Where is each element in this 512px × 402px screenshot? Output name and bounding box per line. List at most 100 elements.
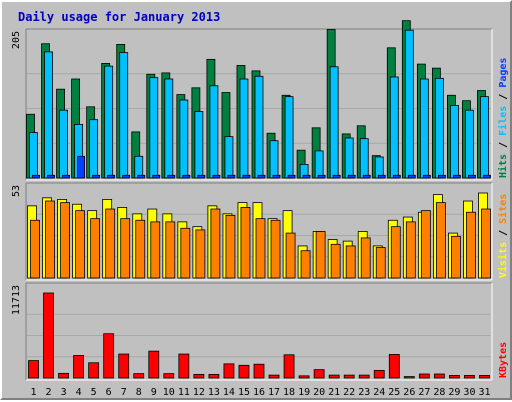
kbytes-bar-day-8 xyxy=(133,373,145,379)
kbytes-bar-day-17 xyxy=(268,374,280,379)
x-tick-label-day-26: 26 xyxy=(403,387,415,398)
kbytes-bar-day-13 xyxy=(208,373,220,379)
pages-bar-day-18 xyxy=(287,174,296,179)
files-bar-day-30 xyxy=(465,109,474,179)
kbytes-bar-day-18 xyxy=(283,354,295,379)
pages-bar-day-13 xyxy=(212,174,221,179)
pages-bar-day-12 xyxy=(197,174,206,179)
kbytes-bar-day-24 xyxy=(373,369,385,379)
files-bar-day-13 xyxy=(209,85,219,179)
x-tick-label-day-12: 12 xyxy=(193,387,205,398)
files-bar-day-7 xyxy=(119,52,129,179)
kbytes-bar-day-27 xyxy=(418,373,430,379)
x-tick-label-day-11: 11 xyxy=(178,387,190,398)
sites-bar-day-29 xyxy=(451,235,461,279)
hits-files-pages-legend-separator: / xyxy=(498,88,509,106)
pages-bar-day-24 xyxy=(377,174,386,179)
files-bar-day-9 xyxy=(149,77,159,179)
x-tick-label-day-10: 10 xyxy=(163,387,175,398)
files-bar-day-29 xyxy=(450,105,459,179)
kbytes-legend: KBytes xyxy=(498,342,509,378)
kbytes-bar-day-1 xyxy=(28,360,39,379)
kbytes-bar-day-22 xyxy=(343,374,355,379)
x-tick-label-day-28: 28 xyxy=(433,387,445,398)
pages-bar-day-3 xyxy=(62,174,70,179)
sites-bar-day-11 xyxy=(180,227,191,279)
kbytes-bar-day-11 xyxy=(178,353,190,379)
files-bar-day-26 xyxy=(404,29,414,179)
x-tick-label-day-6: 6 xyxy=(106,387,112,398)
x-tick-label-day-24: 24 xyxy=(373,387,385,398)
x-tick-label-day-27: 27 xyxy=(418,387,430,398)
pages-bar-day-6 xyxy=(107,174,116,179)
files-bar-day-24 xyxy=(374,156,384,179)
x-tick-label-day-23: 23 xyxy=(358,387,370,398)
legend-hits: Hits xyxy=(497,154,509,178)
files-bar-day-28 xyxy=(434,77,444,179)
x-tick-label-day-15: 15 xyxy=(238,387,250,398)
x-tick-label-day-19: 19 xyxy=(298,387,310,398)
pages-bar-day-27 xyxy=(422,174,431,179)
sites-bar-day-15 xyxy=(240,207,251,279)
files-bar-day-1 xyxy=(29,132,38,179)
kbytes-bar-day-28 xyxy=(433,373,445,379)
pages-bar-day-14 xyxy=(227,174,236,179)
files-bar-day-12 xyxy=(194,111,204,179)
kbytes-bar-day-20 xyxy=(313,369,325,379)
sites-bar-day-1 xyxy=(30,219,40,279)
sites-bar-day-25 xyxy=(390,226,401,279)
files-bar-day-18 xyxy=(284,96,294,179)
sites-bar-day-21 xyxy=(330,243,341,279)
files-bar-day-16 xyxy=(254,75,264,179)
legend-kbytes: KBytes xyxy=(498,342,509,378)
sites-bar-day-6 xyxy=(105,208,116,279)
sites-bar-day-13 xyxy=(210,208,221,279)
x-tick-label-day-22: 22 xyxy=(343,387,355,398)
pages-bar-day-2 xyxy=(47,174,55,179)
pages-bar-day-28 xyxy=(437,174,446,179)
sites-bar-day-18 xyxy=(285,232,296,279)
pages-bar-day-26 xyxy=(407,174,416,179)
files-bar-day-25 xyxy=(389,76,399,179)
files-bar-day-14 xyxy=(224,136,234,179)
pages-bar-day-10 xyxy=(167,174,176,179)
legend-pages: Pages xyxy=(498,58,509,88)
sites-bar-day-5 xyxy=(90,218,101,279)
pages-bar-day-5 xyxy=(92,174,101,179)
kbytes-bar-day-19 xyxy=(298,375,310,379)
visits-sites-legend-separator: / xyxy=(498,224,509,242)
sites-bar-day-26 xyxy=(405,221,416,279)
kbytes-bar-day-31 xyxy=(479,375,490,379)
chart-title: Daily usage for January 2013 xyxy=(18,10,220,24)
kbytes-bar-day-6 xyxy=(103,333,115,379)
kbytes-bar-day-15 xyxy=(238,364,250,379)
pages-bar-day-4 xyxy=(77,155,86,179)
files-bar-day-6 xyxy=(104,65,114,179)
sites-bar-day-14 xyxy=(225,215,236,279)
files-bar-day-22 xyxy=(344,137,354,179)
kbytes-bar-day-14 xyxy=(223,363,235,379)
kbytes-bar-day-12 xyxy=(193,373,205,379)
sites-bar-day-3 xyxy=(60,202,70,279)
sites-bar-day-8 xyxy=(135,219,146,279)
sites-bar-day-31 xyxy=(481,208,491,279)
x-tick-label-day-18: 18 xyxy=(283,387,295,398)
kbytes-bar-day-30 xyxy=(464,375,475,379)
files-bar-day-3 xyxy=(59,109,68,179)
kbytes-bar-day-2 xyxy=(43,292,54,379)
kbytes-bar-day-29 xyxy=(449,375,460,379)
files-bar-day-11 xyxy=(179,99,189,179)
legend-sites: Sites xyxy=(497,194,509,224)
pages-bar-day-31 xyxy=(483,174,491,179)
kbytes-bar-day-23 xyxy=(358,374,370,379)
sites-bar-day-9 xyxy=(150,221,161,279)
x-tick-label-day-21: 21 xyxy=(328,387,340,398)
files-bar-day-27 xyxy=(419,78,429,179)
hits-files-pages-legend: Hits / Files / Pages xyxy=(497,58,509,178)
kbytes-bar-day-9 xyxy=(148,350,160,379)
x-tick-label-day-30: 30 xyxy=(463,387,475,398)
kbytes-ymax-label: 11713 xyxy=(11,285,22,315)
kbytes-bar-day-21 xyxy=(328,374,340,379)
sites-bar-day-7 xyxy=(120,218,131,279)
files-bar-day-8 xyxy=(134,155,144,179)
